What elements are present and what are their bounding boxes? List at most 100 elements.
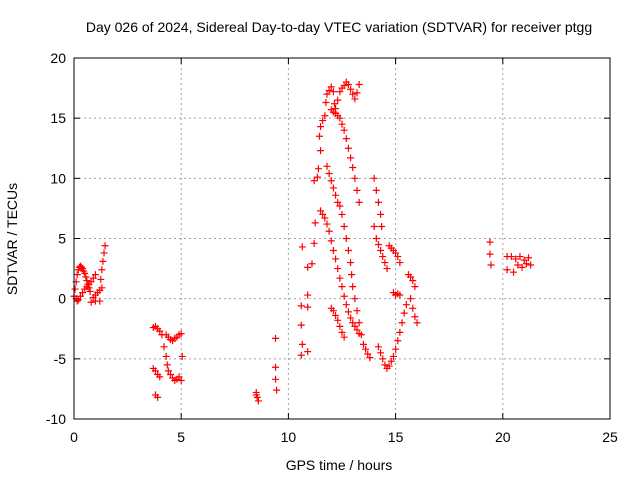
data-point — [81, 269, 89, 277]
data-point — [387, 357, 395, 365]
data-point — [164, 367, 172, 375]
data-point — [76, 292, 84, 300]
y-tick-label: 20 — [50, 50, 66, 66]
data-point — [347, 259, 355, 267]
data-point — [362, 345, 370, 353]
data-point — [338, 328, 346, 336]
data-point — [177, 376, 185, 384]
data-point — [254, 397, 262, 405]
data-point — [514, 261, 522, 269]
data-point — [525, 254, 533, 262]
data-point — [87, 278, 95, 286]
data-point — [73, 297, 81, 305]
data-point — [162, 352, 170, 360]
data-point — [314, 165, 322, 173]
x-tick-label: 20 — [495, 429, 511, 445]
data-point — [377, 247, 385, 255]
data-point — [407, 273, 415, 281]
data-point — [78, 263, 86, 271]
data-point — [340, 222, 348, 230]
data-point — [304, 348, 312, 356]
data-point — [338, 120, 346, 128]
data-point — [98, 284, 106, 292]
data-point — [79, 289, 87, 297]
data-point — [344, 80, 352, 88]
data-point — [160, 343, 168, 351]
data-point — [304, 263, 312, 271]
data-point — [325, 170, 333, 178]
data-point — [166, 370, 174, 378]
data-point — [396, 259, 404, 267]
data-point — [377, 210, 385, 218]
data-point — [178, 352, 186, 360]
data-point — [355, 319, 363, 327]
data-point — [338, 210, 346, 218]
data-point — [304, 303, 312, 311]
x-tick-label: 15 — [388, 429, 404, 445]
data-point — [355, 80, 363, 88]
data-point — [329, 88, 337, 96]
data-point — [272, 363, 280, 371]
data-point — [413, 319, 421, 327]
data-point — [351, 322, 359, 330]
data-point — [351, 95, 359, 103]
x-tick-label: 25 — [602, 429, 618, 445]
data-point — [327, 177, 335, 185]
data-point — [392, 249, 400, 257]
data-point — [323, 162, 331, 170]
data-point — [394, 337, 402, 345]
data-point — [353, 186, 361, 194]
data-point — [394, 253, 402, 261]
data-point — [298, 243, 306, 251]
data-point — [374, 198, 382, 206]
data-point — [411, 313, 419, 321]
data-point — [321, 112, 329, 120]
data-point — [359, 340, 367, 348]
data-point — [101, 242, 109, 250]
data-point — [317, 147, 325, 155]
data-point — [332, 191, 340, 199]
data-point — [334, 96, 342, 104]
data-point — [370, 222, 378, 230]
data-point — [310, 239, 318, 247]
data-point — [336, 274, 344, 282]
data-point — [338, 283, 346, 291]
data-point — [298, 340, 306, 348]
data-point — [100, 249, 108, 257]
data-point — [323, 220, 331, 228]
data-point — [351, 174, 359, 182]
data-point — [252, 391, 260, 399]
data-point — [329, 184, 337, 192]
data-point — [82, 273, 90, 281]
data-point — [273, 386, 281, 394]
data-point — [91, 271, 99, 279]
data-point — [319, 210, 327, 218]
data-point — [396, 328, 404, 336]
data-point — [349, 90, 357, 98]
data-point — [321, 214, 329, 222]
data-point — [344, 144, 352, 152]
data-point — [156, 327, 164, 335]
data-point — [96, 297, 104, 305]
chart-title: Day 026 of 2024, Sidereal Day-to-day VTE… — [86, 19, 592, 35]
data-point — [327, 83, 335, 91]
data-point — [156, 373, 164, 381]
data-point — [74, 296, 82, 304]
data-point — [372, 235, 380, 242]
data-point — [272, 375, 280, 383]
x-axis-label: GPS time / hours — [286, 457, 393, 473]
data-point — [351, 295, 359, 303]
data-point — [487, 261, 495, 269]
data-point — [396, 291, 404, 299]
data-point — [329, 307, 337, 315]
data-point — [372, 186, 380, 194]
data-point — [379, 253, 387, 261]
data-points — [70, 78, 535, 405]
data-point — [348, 271, 356, 279]
data-point — [175, 373, 183, 381]
data-point — [355, 198, 363, 206]
data-point — [366, 354, 374, 362]
data-point — [340, 126, 348, 134]
data-point — [73, 271, 81, 279]
